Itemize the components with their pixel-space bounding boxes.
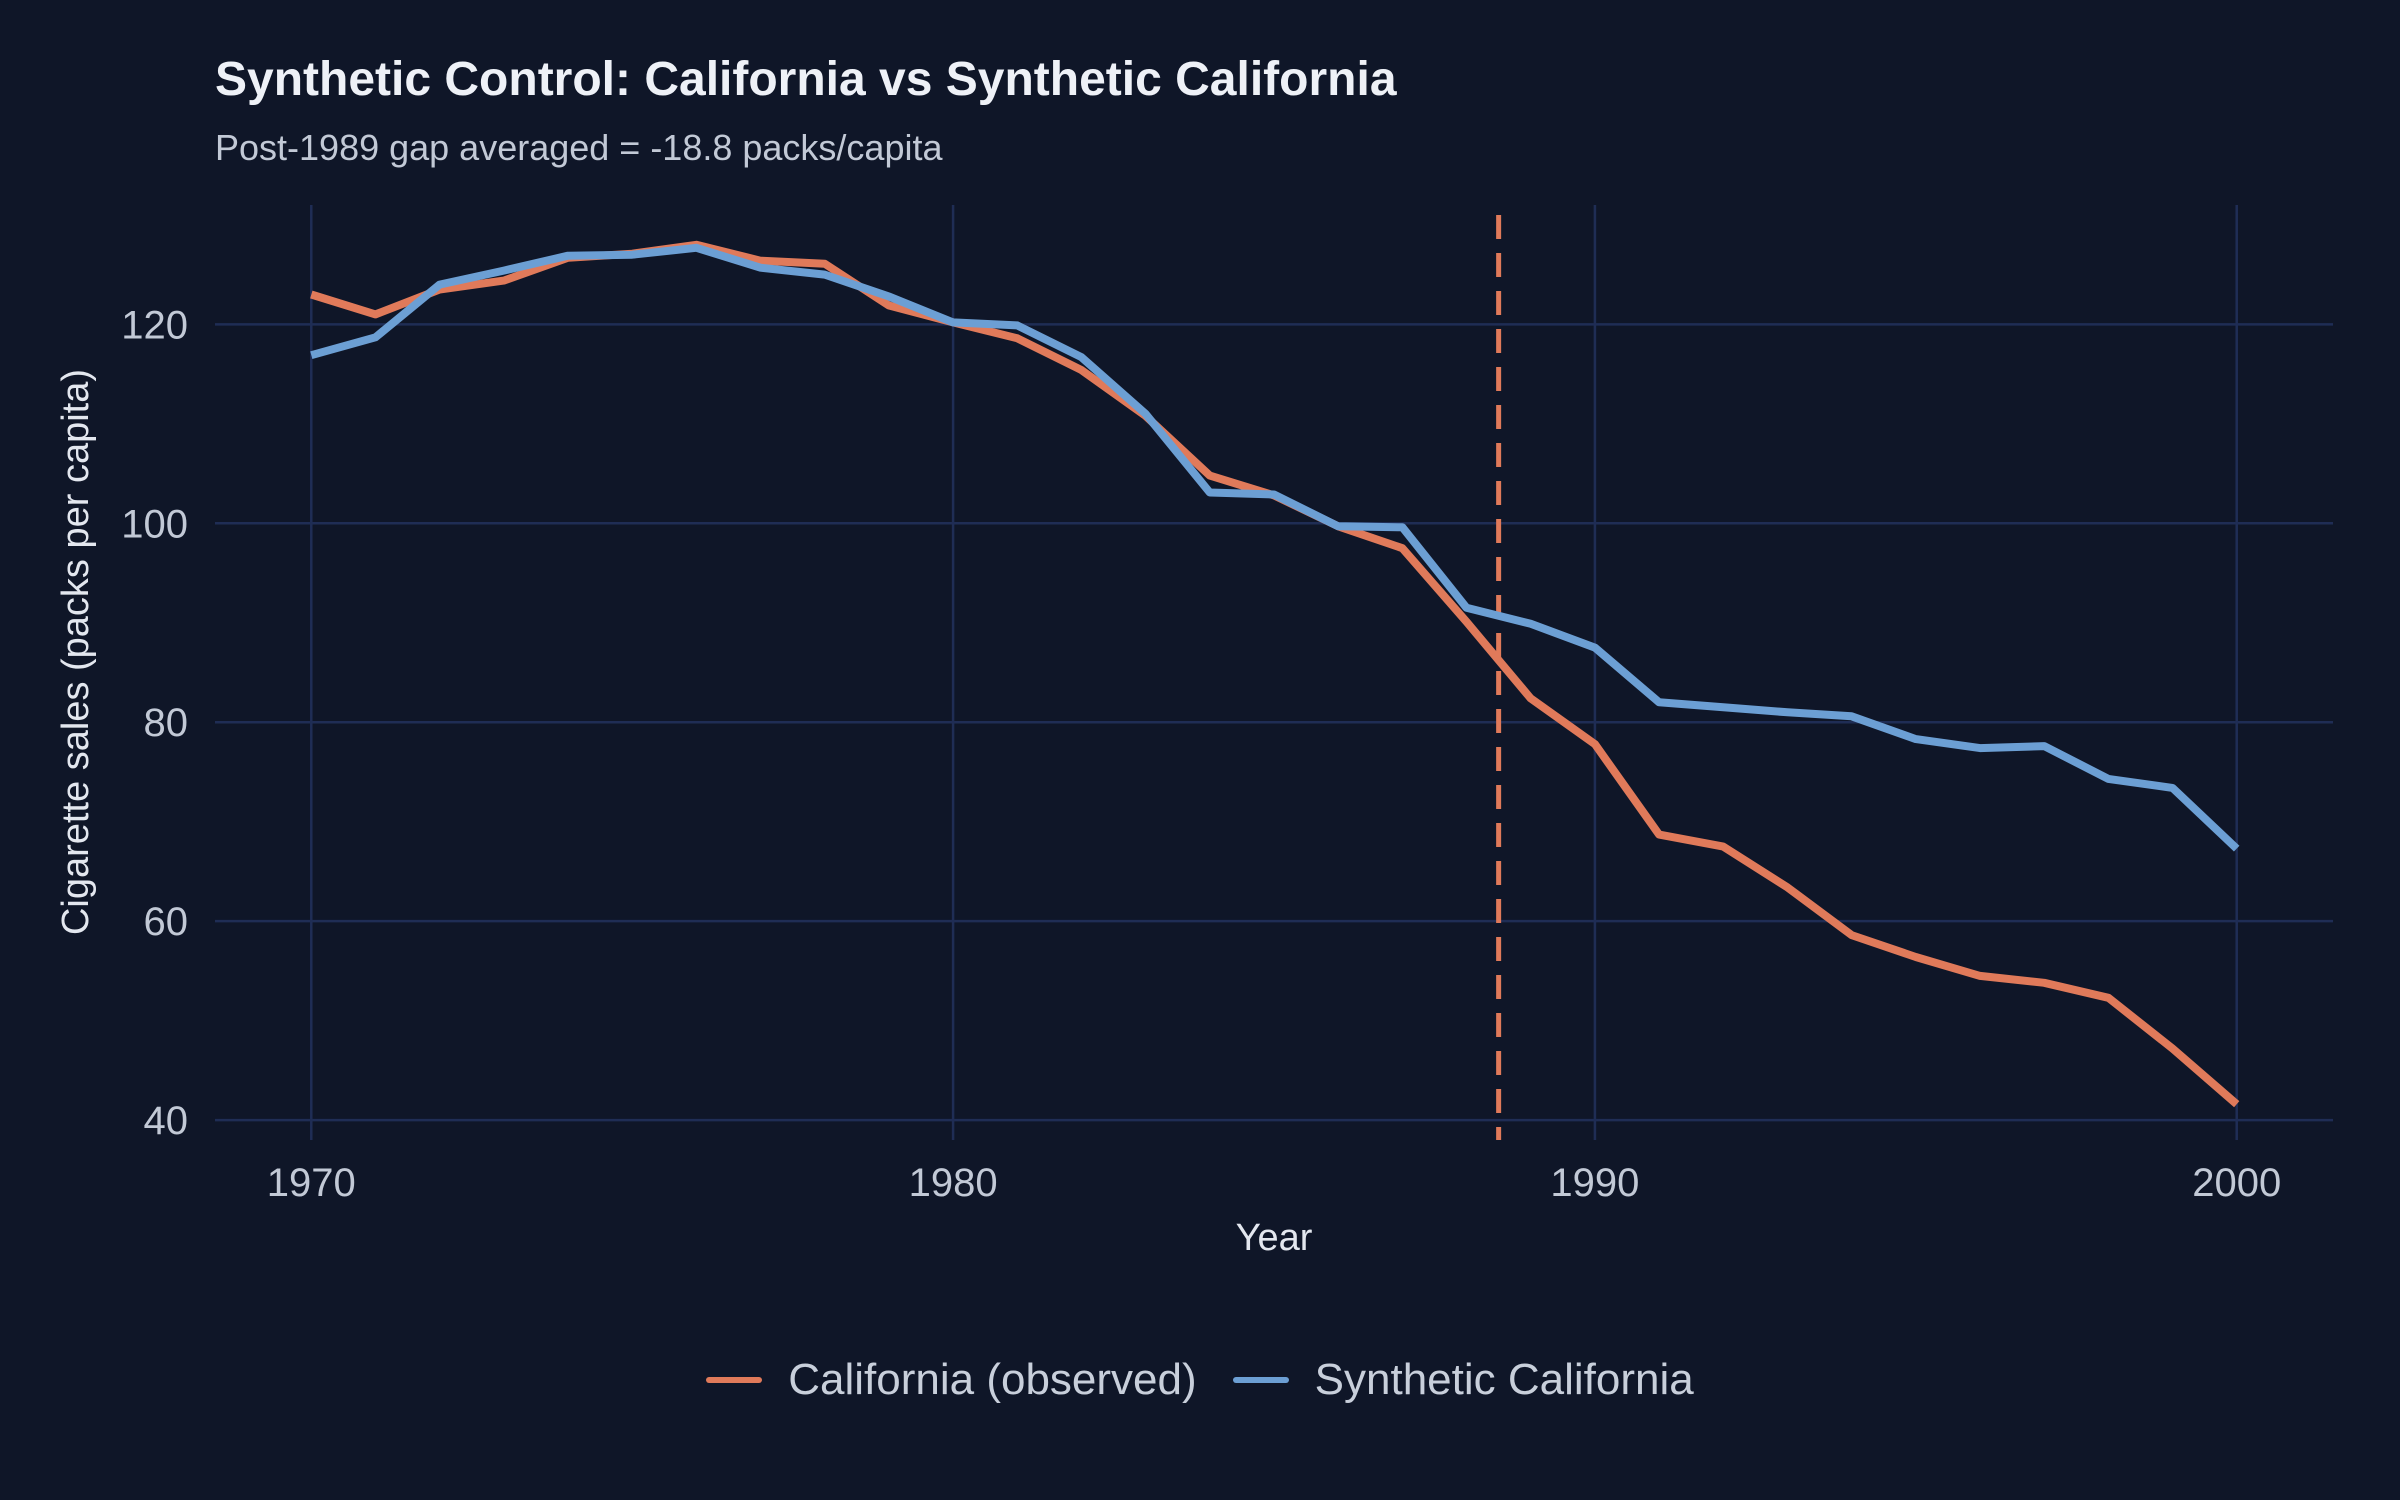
legend-item-california-observed: California (observed) (706, 1355, 1197, 1405)
x-tick-label: 2000 (2192, 1161, 2281, 1205)
legend-swatch-synthetic-california (1232, 1377, 1289, 1383)
x-axis-label: Year (1236, 1217, 1313, 1259)
series-line-synthetic-california (310, 243, 2240, 852)
legend-swatch-california-observed (706, 1377, 763, 1383)
legend-label-synthetic-california: Synthetic California (1314, 1355, 1694, 1404)
legend-item-synthetic-california: Synthetic California (1232, 1355, 1694, 1405)
axes: Year Cigarette sales (packs per capita) … (55, 303, 2281, 1259)
y-tick-label: 60 (144, 900, 189, 944)
legend-label-california-observed: California (observed) (788, 1355, 1197, 1404)
series-lines (310, 240, 2240, 1108)
series-line-california-observed (310, 240, 2240, 1108)
y-tick-label: 100 (121, 502, 188, 546)
chart-title: Synthetic Control: California vs Synthet… (215, 53, 1397, 106)
grid (215, 205, 2333, 1140)
chart-subtitle: Post-1989 gap averaged = -18.8 packs/cap… (215, 127, 943, 168)
y-tick-label: 40 (144, 1099, 189, 1143)
x-tick-label: 1970 (267, 1161, 356, 1205)
y-tick-label: 80 (144, 701, 189, 745)
y-tick-label: 120 (121, 303, 188, 347)
x-tick-label: 1990 (1550, 1161, 1639, 1205)
x-tick-label: 1980 (909, 1161, 998, 1205)
y-axis-label: Cigarette sales (packs per capita) (55, 369, 97, 935)
chart-legend: California (observed) Synthetic Californ… (0, 1355, 2400, 1405)
